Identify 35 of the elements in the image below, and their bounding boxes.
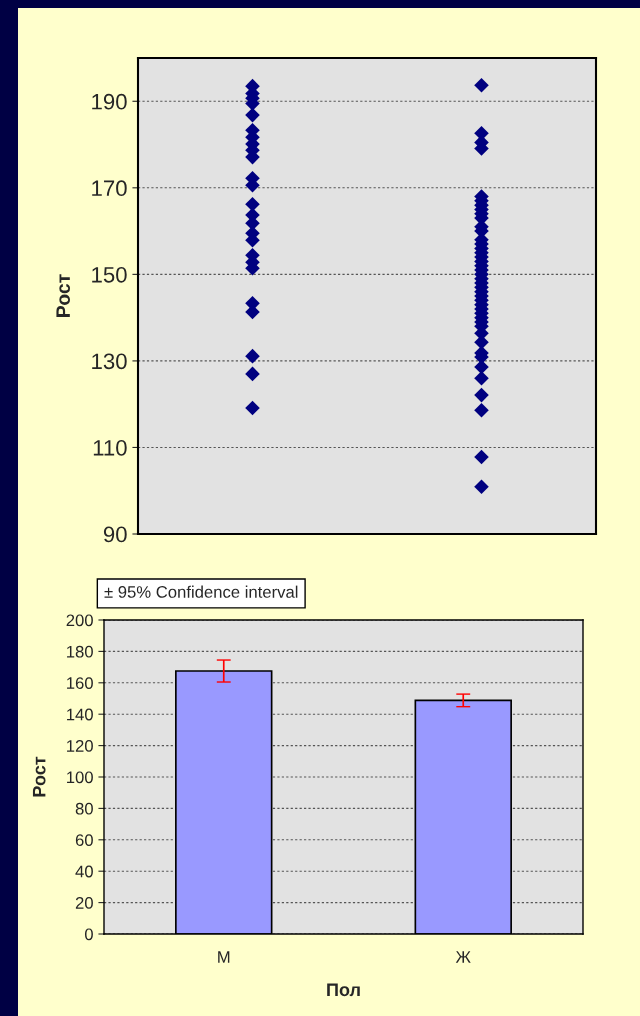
y-tick-label: 100 [67, 771, 93, 784]
point [245, 400, 260, 416]
y-tick-label: 90 [103, 526, 127, 543]
x-axis-title: Пол [327, 983, 360, 997]
y-tick-label: 120 [67, 740, 93, 752]
point [474, 370, 489, 386]
y-axis-title: Рост [56, 274, 70, 317]
point [474, 479, 489, 495]
y-axis-title: Рост [32, 756, 46, 797]
y-tick-label: 80 [75, 802, 93, 815]
point [474, 77, 489, 93]
y-tick-label: 20 [75, 897, 93, 909]
point [474, 335, 489, 350]
y-tick-label: 140 [67, 708, 93, 721]
y-tick-label: 170 [92, 180, 127, 197]
y-tick-label: 130 [92, 353, 127, 370]
point [245, 196, 260, 212]
y-tick-label: 0 [84, 928, 93, 941]
point [245, 348, 260, 364]
y-tick-label: 190 [92, 93, 127, 110]
y-tick-label: 150 [92, 266, 127, 283]
y-tick-label: 200 [66, 614, 93, 627]
x-tick-label: М [218, 951, 230, 963]
point [474, 402, 489, 418]
y-tick-label: 60 [75, 834, 93, 846]
point [474, 449, 489, 465]
point [245, 366, 260, 382]
point [245, 107, 260, 123]
point [474, 387, 489, 403]
text: ± 95% Confidence interval [104, 585, 298, 598]
y-tick-label: 110 [93, 439, 127, 456]
y-tick-label: 180 [67, 645, 93, 658]
y-tick-label: 40 [75, 865, 93, 878]
y-tick-label: 160 [67, 677, 93, 689]
x-tick-label: Ж [455, 951, 471, 963]
